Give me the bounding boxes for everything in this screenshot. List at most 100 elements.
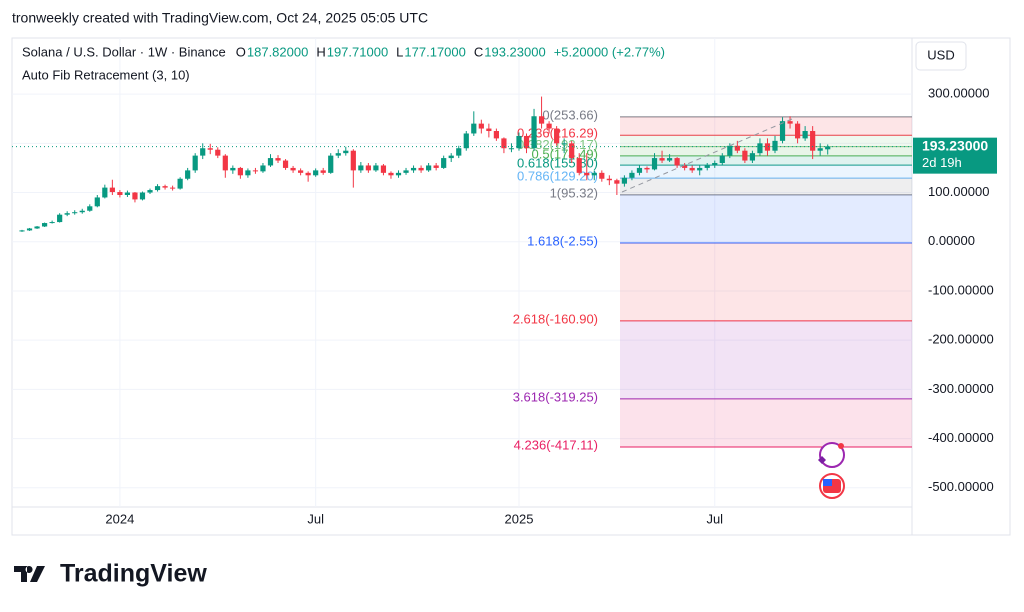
candle-body: [764, 143, 771, 151]
candle-body: [742, 150, 748, 161]
candle-body: [267, 158, 274, 166]
candle-body: [538, 116, 545, 124]
ohlc-legend: O 187.82000 H 197.71000 L 177.17000 C 193.23000…: [236, 44, 665, 59]
candle-body: [222, 155, 228, 171]
candle-body: [215, 149, 221, 156]
icon-spark: [818, 456, 826, 464]
candle-body: [749, 153, 756, 161]
candle-body: [659, 158, 665, 161]
bolt-icon: [818, 442, 845, 468]
candle-body: [501, 138, 507, 149]
candle-body: [441, 158, 447, 168]
candle-body: [493, 131, 499, 139]
candle-body: [177, 178, 183, 189]
candle-body: [576, 158, 582, 173]
candle-body: [237, 167, 243, 176]
x-tick-label: 2024: [105, 511, 134, 526]
candle-body: [644, 167, 650, 170]
candle-body: [109, 187, 115, 193]
candle-body: [124, 192, 131, 195]
candle-body: [41, 223, 48, 227]
symbol-title: Solana / U.S. Dollar · 1W · Binance: [22, 44, 226, 59]
candle-body: [817, 148, 823, 151]
chart-frame: [11, 37, 1011, 536]
indicator-name: Auto Fib Retracement (3, 10): [22, 67, 190, 82]
legend-key: L: [396, 44, 403, 59]
candle-body: [478, 123, 484, 129]
candle-body: [471, 123, 477, 134]
price-tag-label: 193.23000: [922, 137, 988, 153]
fib-zone: [620, 320, 912, 399]
candle-body: [185, 170, 191, 179]
candles: [12, 96, 912, 232]
candle-body: [734, 145, 740, 151]
y-tick-label: 100.00000: [928, 184, 989, 199]
candle-body: [403, 170, 409, 173]
fib-zone: [620, 155, 912, 166]
legend-key: O: [236, 44, 246, 59]
y-tick-label: -100.00000: [928, 282, 994, 297]
candle-body: [313, 170, 319, 176]
candle-body: [531, 116, 537, 149]
candle-body: [290, 167, 296, 171]
y-tick-label: -200.00000: [928, 332, 994, 347]
candle-body: [523, 135, 530, 149]
candle-body: [712, 163, 718, 166]
candle-body: [49, 222, 55, 224]
candle-body: [147, 190, 153, 193]
y-tick-label: -300.00000: [928, 381, 994, 396]
currency[interactable]: USD: [927, 47, 954, 62]
candle-body: [343, 150, 349, 154]
candle-body: [275, 158, 281, 161]
fib-zone: [620, 135, 912, 147]
candle-body: [682, 165, 688, 168]
candle-body: [719, 155, 725, 164]
candle-body: [794, 123, 801, 139]
price-tag: [913, 137, 997, 174]
candle-body: [426, 165, 432, 171]
candle-body: [252, 170, 259, 172]
candle-body: [72, 212, 78, 214]
flag-icon: [819, 473, 845, 499]
x-tick-label: Jul: [706, 511, 723, 526]
candle-body: [802, 131, 808, 139]
candle-body: [554, 128, 560, 144]
candle-body: [614, 180, 620, 184]
y-tick-label: -400.00000: [928, 430, 994, 445]
fib-retracement: 0(253.66)0.236(216.29)0.382(193.17)0.5(1…: [513, 107, 912, 452]
fib-zone: [620, 165, 912, 179]
candle-body: [825, 146, 831, 150]
candle-body: [365, 165, 371, 171]
candle-body: [636, 167, 643, 173]
candle-body: [591, 172, 597, 176]
fib-label: 2.618(-160.90): [513, 311, 598, 326]
x-tick-label: 2025: [505, 511, 534, 526]
candle-body: [727, 145, 733, 156]
candle-body: [373, 165, 379, 171]
candle-body: [207, 148, 213, 150]
icon-dot: [838, 443, 844, 449]
fib-label: 1(95.32): [550, 185, 598, 200]
fib-label: 0(253.66): [542, 107, 598, 122]
candle-body: [508, 148, 515, 150]
candle-body: [486, 128, 492, 132]
fib-zone: [620, 398, 912, 448]
candle-body: [666, 158, 673, 161]
legend-value: 187.82000: [247, 44, 308, 59]
candle-body: [621, 177, 627, 184]
candle-body: [433, 165, 439, 168]
y-tick-label: 300.00000: [928, 86, 989, 101]
y-tick-label: 0.00000: [928, 233, 975, 248]
candle-body: [629, 172, 635, 178]
candle-body: [448, 155, 454, 159]
candle-body: [463, 133, 469, 149]
legend-change: +5.20000 (+2.77%): [554, 44, 665, 59]
candle-body: [606, 178, 612, 181]
candle-body: [132, 192, 138, 200]
currency-button[interactable]: [915, 41, 967, 71]
candle-body: [757, 143, 763, 154]
legend-value: 197.71000: [327, 44, 388, 59]
candle-body: [64, 213, 70, 215]
candle-body: [546, 123, 552, 129]
